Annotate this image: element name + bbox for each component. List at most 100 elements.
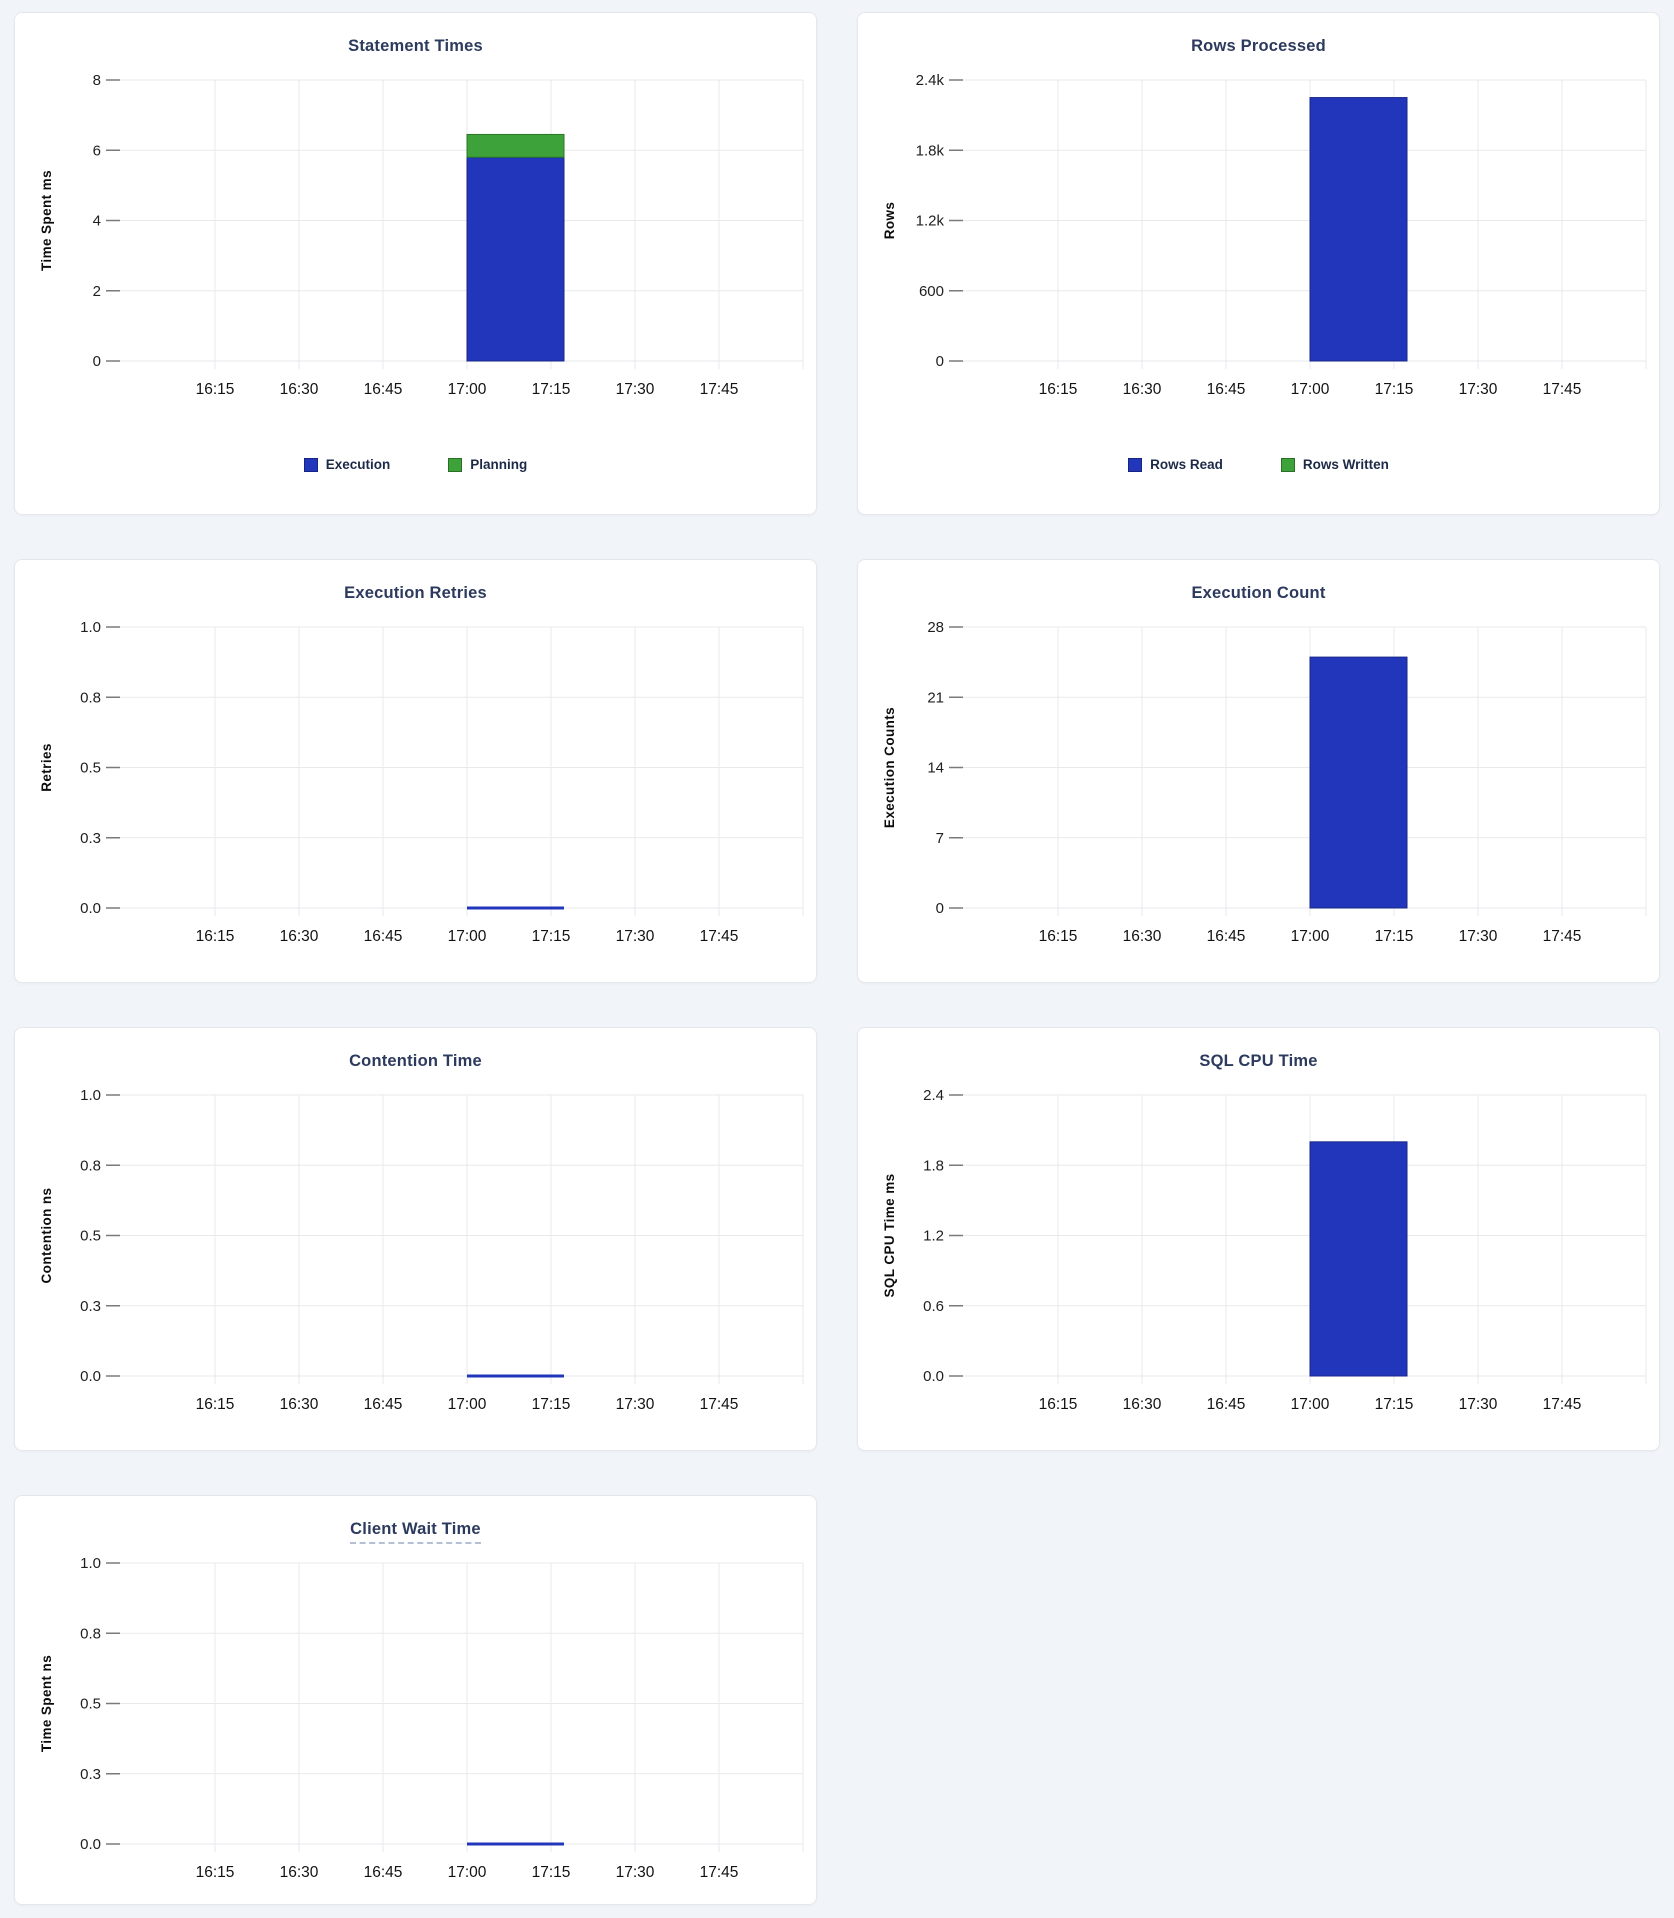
- chart-card-contention-time: Contention Time 1.0 0.8 0.5 0.3 0.0 16:15 16:30…: [14, 1027, 817, 1451]
- y-tick-label: 1.0: [80, 619, 101, 636]
- y-tick-label: 2: [93, 283, 101, 300]
- y-tick-label: 1.2k: [916, 213, 945, 230]
- y-tick-label: 2.4k: [916, 72, 945, 89]
- chart-title-text: Execution Retries: [344, 584, 487, 602]
- x-tick-label: 16:15: [1039, 1396, 1078, 1413]
- y-tick-label: 0: [93, 353, 101, 370]
- legend-item-execution[interactable]: Execution: [303, 457, 391, 472]
- chart-canvas-client-wait-time[interactable]: 1.0 0.8 0.5 0.3 0.0 16:15 16:30 16:45 17:00 17:15…: [15, 1496, 816, 1906]
- legend-swatch: [448, 457, 463, 472]
- x-tick-label: 17:15: [1375, 381, 1414, 398]
- x-tick-label: 17:00: [448, 1396, 487, 1413]
- x-tick-label: 17:15: [1375, 1396, 1414, 1413]
- y-tick-label: 0.5: [80, 760, 101, 777]
- x-tick-label: 16:15: [196, 381, 235, 398]
- x-tick-label: 17:45: [700, 381, 739, 398]
- x-tick-label: 16:45: [364, 928, 403, 945]
- chart-card-client-wait-time: Client Wait Time 1.0 0.8 0.5 0.3 0.0 16:15 16:3…: [14, 1495, 817, 1905]
- y-axis-label: Rows: [882, 202, 897, 240]
- x-tick-label: 16:30: [1123, 928, 1162, 945]
- x-tick-label: 16:30: [280, 1396, 319, 1413]
- y-tick-label: 14: [927, 760, 944, 777]
- chart-canvas-rows-processed[interactable]: 2.4k 1.8k 1.2k 600 0 16:15 16:30 16:45 17:00 17:1…: [858, 13, 1659, 516]
- x-tick-label: 16:15: [196, 1396, 235, 1413]
- y-tick-label: 4: [93, 213, 101, 230]
- chart-title: Statement Times: [15, 37, 816, 56]
- chart-card-rows-processed: Rows Processed 2.4k 1.8k 1.2k 600 0 16:15 16:30…: [857, 12, 1660, 515]
- x-tick-label: 16:15: [196, 928, 235, 945]
- x-tick-label: 16:30: [1123, 1396, 1162, 1413]
- y-tick-label: 0.8: [80, 689, 101, 706]
- chart-canvas-statement-times[interactable]: 8 6 4 2 0 16:15 16:30 16:45 17:00 17:15 17:30 17:45…: [15, 13, 816, 516]
- y-tick-label: 600: [919, 283, 944, 300]
- y-tick-label: 8: [93, 72, 101, 89]
- chart-title: Contention Time: [15, 1052, 816, 1071]
- y-tick-label: 1.8: [923, 1157, 944, 1174]
- legend-item-planning[interactable]: Planning: [448, 457, 527, 472]
- x-tick-label: 17:30: [616, 381, 655, 398]
- chart-title-text: Execution Count: [1191, 584, 1326, 602]
- chart-card-execution-retries: Execution Retries 1.0 0.8 0.5 0.3 0.0 16:15 16:…: [14, 559, 817, 983]
- chart-title-text: SQL CPU Time: [1199, 1052, 1318, 1070]
- chart-legend: Rows Read Rows Written: [858, 457, 1659, 472]
- legend-swatch: [303, 457, 318, 472]
- y-tick-label: 0: [936, 353, 944, 370]
- chart-canvas-execution-count[interactable]: 28 21 14 7 0 16:15 16:30 16:45 17:00 17:15 17:30 17…: [858, 560, 1659, 984]
- x-tick-label: 16:15: [1039, 381, 1078, 398]
- y-tick-label: 0.3: [80, 830, 101, 847]
- y-tick-label: 6: [93, 142, 101, 159]
- legend-label: Rows Read: [1150, 457, 1223, 472]
- chart-canvas-sql-cpu-time[interactable]: 2.4 1.8 1.2 0.6 0.0 16:15 16:30 16:45 17:00 17:15…: [858, 1028, 1659, 1452]
- x-tick-label: 16:45: [1207, 381, 1246, 398]
- y-tick-label: 2.4: [923, 1087, 944, 1104]
- y-tick-label: 0: [936, 900, 944, 917]
- y-axis-label: SQL CPU Time ms: [882, 1173, 897, 1297]
- legend-swatch: [1280, 457, 1295, 472]
- bar-sql-cpu-time[interactable]: [1309, 1141, 1408, 1377]
- legend-label: Rows Written: [1302, 457, 1389, 472]
- x-tick-label: 17:45: [1543, 1396, 1582, 1413]
- legend-item-rows-read[interactable]: Rows Read: [1128, 457, 1223, 472]
- legend-label: Planning: [470, 457, 528, 472]
- y-axis-label: Contention ns: [39, 1188, 54, 1284]
- y-tick-label: 0.8: [80, 1157, 101, 1174]
- x-tick-label: 17:30: [1459, 381, 1498, 398]
- x-tick-label: 16:15: [1039, 928, 1078, 945]
- chart-title: Execution Count: [858, 584, 1659, 603]
- x-tick-label: 17:00: [448, 381, 487, 398]
- x-tick-label: 17:30: [616, 928, 655, 945]
- x-tick-label: 16:30: [280, 928, 319, 945]
- y-tick-label: 1.0: [80, 1555, 101, 1572]
- x-tick-label: 17:15: [1375, 928, 1414, 945]
- x-tick-label: 17:00: [1291, 1396, 1330, 1413]
- bar-planning[interactable]: [466, 133, 565, 158]
- y-axis-label: Retries: [39, 743, 54, 792]
- chart-legend: Execution Planning: [15, 457, 816, 472]
- chart-canvas-execution-retries[interactable]: 1.0 0.8 0.5 0.3 0.0 16:15 16:30 16:45 17:00 17:15…: [15, 560, 816, 984]
- x-tick-label: 16:30: [280, 381, 319, 398]
- chart-card-execution-count: Execution Count 28 21 14 7 0 16:15 16:30 16:45 17…: [857, 559, 1660, 983]
- bar-rows-read[interactable]: [1309, 97, 1408, 362]
- bar-execution-count[interactable]: [1309, 656, 1408, 909]
- chart-title-text: Client Wait Time: [350, 1520, 481, 1544]
- chart-canvas-contention-time[interactable]: 1.0 0.8 0.5 0.3 0.0 16:15 16:30 16:45 17:00 17:15…: [15, 1028, 816, 1452]
- x-tick-label: 16:30: [280, 1864, 319, 1881]
- chart-card-statement-times: Statement Times 8 6 4 2 0 16:15 16:30 16:45 17:00…: [14, 12, 817, 515]
- x-tick-label: 17:45: [700, 1864, 739, 1881]
- y-tick-label: 1.8k: [916, 142, 945, 159]
- x-tick-label: 17:45: [700, 928, 739, 945]
- y-tick-label: 1.2: [923, 1228, 944, 1245]
- legend-label: Execution: [325, 457, 391, 472]
- x-tick-label: 16:45: [364, 381, 403, 398]
- x-tick-label: 16:45: [1207, 1396, 1246, 1413]
- x-tick-label: 17:00: [448, 928, 487, 945]
- y-tick-label: 0.5: [80, 1696, 101, 1713]
- y-tick-label: 0.5: [80, 1228, 101, 1245]
- x-tick-label: 16:30: [1123, 381, 1162, 398]
- y-tick-label: 28: [927, 619, 944, 636]
- y-tick-label: 21: [927, 689, 944, 706]
- y-tick-label: 0.3: [80, 1298, 101, 1315]
- bar-execution[interactable]: [466, 156, 565, 362]
- legend-item-rows-written[interactable]: Rows Written: [1280, 457, 1389, 472]
- x-tick-label: 17:45: [700, 1396, 739, 1413]
